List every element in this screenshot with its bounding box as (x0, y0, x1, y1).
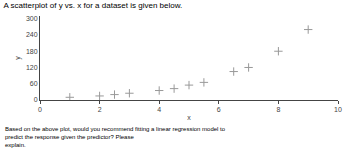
svg-text:x: x (187, 114, 191, 121)
svg-text:2: 2 (98, 106, 102, 113)
svg-text:180: 180 (26, 48, 38, 55)
svg-text:300: 300 (26, 15, 38, 22)
svg-text:120: 120 (26, 64, 38, 71)
svg-text:Based on the above plot, would: Based on the above plot, would you recom… (5, 126, 226, 148)
svg-text:y: y (14, 56, 22, 60)
svg-text:6: 6 (217, 106, 221, 113)
svg-text:8: 8 (276, 106, 280, 113)
svg-text:60: 60 (30, 80, 38, 87)
svg-text:4: 4 (157, 106, 161, 113)
svg-text:0: 0 (38, 106, 42, 113)
svg-text:A scatterplot of y vs. x for a: A scatterplot of y vs. x for a dataset i… (4, 1, 183, 10)
svg-text:0: 0 (34, 96, 38, 103)
svg-text:240: 240 (26, 31, 38, 38)
svg-text:10: 10 (334, 106, 342, 113)
